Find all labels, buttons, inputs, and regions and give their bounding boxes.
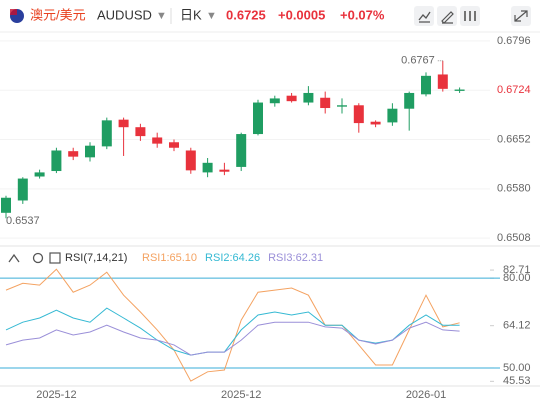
price: 0.6725 [226,7,266,22]
candle-body [219,169,230,172]
candle-body [320,97,331,109]
toolbar [414,6,531,26]
rsi-line [5,321,460,356]
candle-body [51,150,62,172]
candle-body [1,197,11,213]
settings-icon[interactable] [32,252,44,264]
candle-body [118,119,129,128]
change: +0.0005 [278,7,325,22]
dropdown-arrow[interactable]: ▼ [156,10,167,22]
candle-body [286,95,297,102]
candle-body [34,172,45,177]
candle-body [253,102,263,135]
y-tick-label: 0.6724 [497,84,531,96]
candle-body [454,89,465,91]
collapse-icon[interactable] [8,253,20,263]
candle-body [135,127,146,137]
candle-body [68,151,79,157]
y-tick-label: 0.6580 [497,183,531,195]
candle-body [353,105,364,124]
candle-body [169,142,179,148]
dropdown-arrow[interactable]: ▼ [206,10,217,22]
candle-body [202,162,213,173]
x-tick-label: 2025-12 [36,389,76,401]
candle-body [370,121,381,125]
rsi-line [5,268,460,382]
y-tick-label: 45.53 [503,375,531,387]
x-tick-label: 2026-01 [406,389,446,401]
flag-icon [10,9,24,23]
legend-entry: RSI2:64.26 [205,252,260,264]
period[interactable]: 日K [180,7,202,22]
candle-body [152,137,163,144]
indicator-icon[interactable] [49,252,61,264]
candle-body [404,92,415,109]
candle-body [421,75,431,95]
y-tick-label: 0.6652 [497,133,531,145]
y-tick-label: 0.6796 [497,35,531,47]
x-tick-label: 2025-12 [221,389,261,401]
y-tick-label: 50.00 [503,362,531,374]
candle-body [269,98,280,104]
y-tick-label: 0.6508 [497,232,531,244]
y-tick-label: 82.71 [503,264,531,276]
pair-name: 澳元/美元 [30,7,86,22]
candle-body [101,120,112,147]
candle-body [85,145,95,158]
y-tick-label: 64.12 [503,320,531,332]
indicator-title: RSI(7,14,21) [65,252,127,264]
min-label: 0.6537 [6,215,40,227]
candle-body [303,92,314,103]
candle-body [17,178,28,201]
symbol: AUDUSD [97,7,152,22]
candle-body [437,74,448,89]
change-pct: +0.07% [340,7,385,22]
candle-body [387,108,398,123]
y-tick-label: 80.00 [503,272,531,284]
candle-body [337,105,347,107]
legend-entry: RSI3:62.31 [268,252,323,264]
max-label: 0.6767 [401,55,435,67]
legend-entry: RSI1:65.10 [142,252,197,264]
candle-body [236,134,247,167]
candle-body [185,150,196,171]
